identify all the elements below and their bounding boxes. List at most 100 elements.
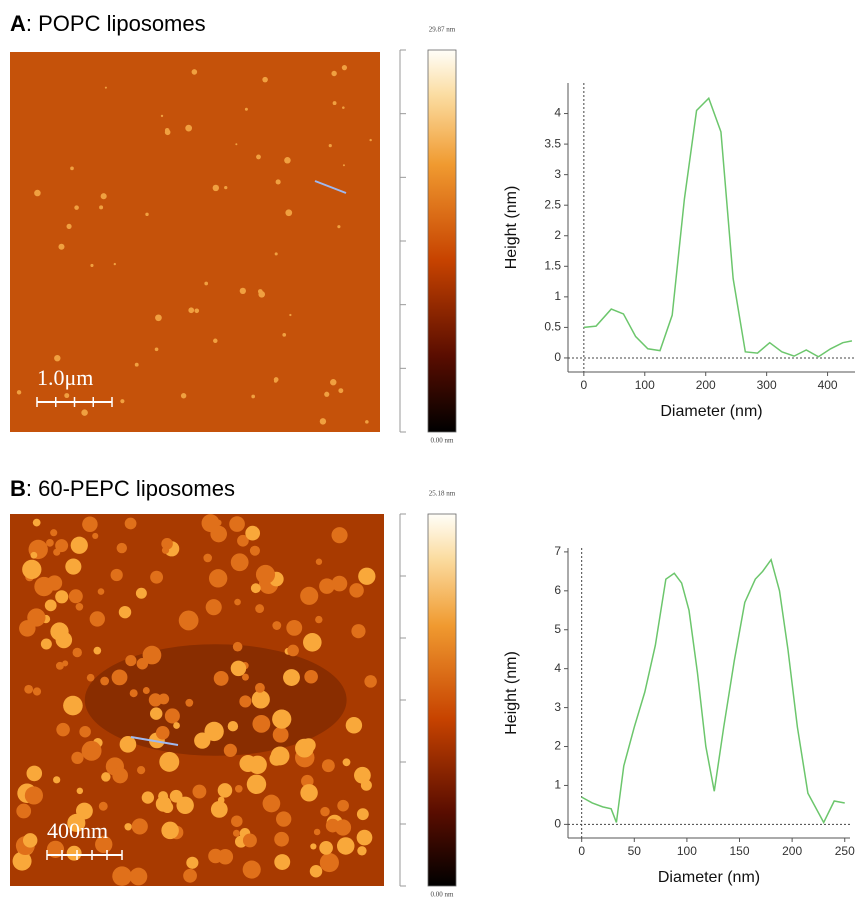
x-tick-label: 150 <box>729 844 749 858</box>
afm-particle <box>230 660 247 677</box>
afm-particle <box>337 225 341 229</box>
afm-particle <box>98 801 108 811</box>
afm-particle <box>44 599 57 612</box>
afm-particle <box>237 534 249 547</box>
afm-particle <box>92 532 99 539</box>
afm-particle <box>232 641 243 652</box>
afm-particle <box>173 722 180 729</box>
afm-particle <box>55 661 64 670</box>
y-tick-label: 2 <box>554 228 561 242</box>
afm-particle <box>75 802 93 820</box>
panel-title: A: POPC liposomes <box>10 11 206 36</box>
y-tick-label: 1 <box>554 289 561 303</box>
afm-particle <box>50 529 58 537</box>
x-axis-label: Diameter (nm) <box>658 869 760 886</box>
afm-particle <box>142 645 162 665</box>
afm-particle <box>272 726 289 743</box>
afm-particle <box>55 631 73 649</box>
afm-particle <box>328 144 332 148</box>
afm-particle <box>273 379 278 383</box>
afm-particle <box>229 516 245 532</box>
afm-particle <box>74 205 79 210</box>
afm-particle <box>101 772 111 782</box>
afm-particle <box>320 806 330 817</box>
afm-particle <box>178 610 199 631</box>
afm-particle <box>262 794 281 813</box>
afm-particle <box>95 835 113 854</box>
panel-letter: B <box>10 476 26 501</box>
afm-particle <box>161 801 174 814</box>
afm-particle <box>234 598 241 606</box>
afm-particle <box>169 789 183 803</box>
afm-particle <box>191 69 198 75</box>
afm-particle <box>185 124 193 132</box>
afm-particle <box>262 76 268 83</box>
afm-particle <box>274 831 289 847</box>
afm-particle <box>282 333 287 337</box>
x-tick-label: 100 <box>677 844 697 858</box>
afm-particle <box>53 776 61 784</box>
afm-particle <box>68 589 83 604</box>
afm-particle <box>256 154 261 160</box>
afm-particle <box>242 833 257 848</box>
afm-particle <box>72 647 82 658</box>
x-tick-label: 300 <box>757 378 777 392</box>
afm-particle <box>301 738 316 753</box>
afm-particle <box>180 393 187 399</box>
afm-particle <box>160 114 164 118</box>
y-tick-label: 1.5 <box>544 258 561 272</box>
afm-particle <box>217 783 233 798</box>
afm-particle <box>161 546 170 554</box>
afm-particle <box>125 654 137 667</box>
afm-particle <box>319 841 333 855</box>
afm-particle <box>210 801 228 818</box>
afm-particle <box>250 583 261 594</box>
afm-particle <box>34 189 41 197</box>
afm-particle <box>27 608 46 627</box>
afm-particle <box>32 687 42 696</box>
afm-particle <box>112 767 129 784</box>
afm-particle <box>183 868 197 883</box>
afm-particle <box>313 828 321 836</box>
afm-particle <box>365 420 369 424</box>
afm-particle <box>194 732 211 749</box>
y-tick-label: 0 <box>554 350 561 364</box>
afm-particle <box>357 846 367 856</box>
profile-line <box>583 96 853 358</box>
afm-particle <box>155 314 162 322</box>
afm-particle <box>58 243 65 250</box>
afm-particle <box>24 786 43 805</box>
afm-particle <box>120 399 125 404</box>
afm-particle <box>194 308 200 314</box>
y-tick-label: 5 <box>554 622 561 636</box>
afm-particle <box>208 569 228 588</box>
afm-particle <box>342 758 351 767</box>
y-tick-label: 3.5 <box>544 136 561 150</box>
afm-particle <box>46 840 65 858</box>
panel-title-text: : 60-PEPC liposomes <box>26 476 235 501</box>
colorbar <box>427 513 457 887</box>
afm-particle <box>24 684 34 694</box>
afm-particle <box>274 854 291 871</box>
afm-particle <box>315 558 323 565</box>
y-tick-label: 2 <box>554 739 561 753</box>
profile-line <box>130 736 179 746</box>
afm-particle <box>30 551 38 559</box>
afm-particle <box>300 784 318 802</box>
afm-particle <box>212 184 220 192</box>
y-tick-label: 7 <box>554 544 561 558</box>
afm-particle <box>325 818 340 833</box>
afm-particle <box>284 156 291 164</box>
profile-line <box>314 180 347 194</box>
x-tick-label: 0 <box>580 378 587 392</box>
afm-particle <box>246 774 267 795</box>
panel-letter: A <box>10 11 26 36</box>
afm-particle <box>32 518 41 527</box>
afm-particle <box>239 287 246 295</box>
afm-particle <box>254 682 265 693</box>
afm-particle <box>213 338 218 344</box>
afm-particle <box>112 866 132 886</box>
afm-particle <box>303 633 322 652</box>
afm-particle <box>192 784 207 799</box>
afm-particle <box>358 567 376 585</box>
